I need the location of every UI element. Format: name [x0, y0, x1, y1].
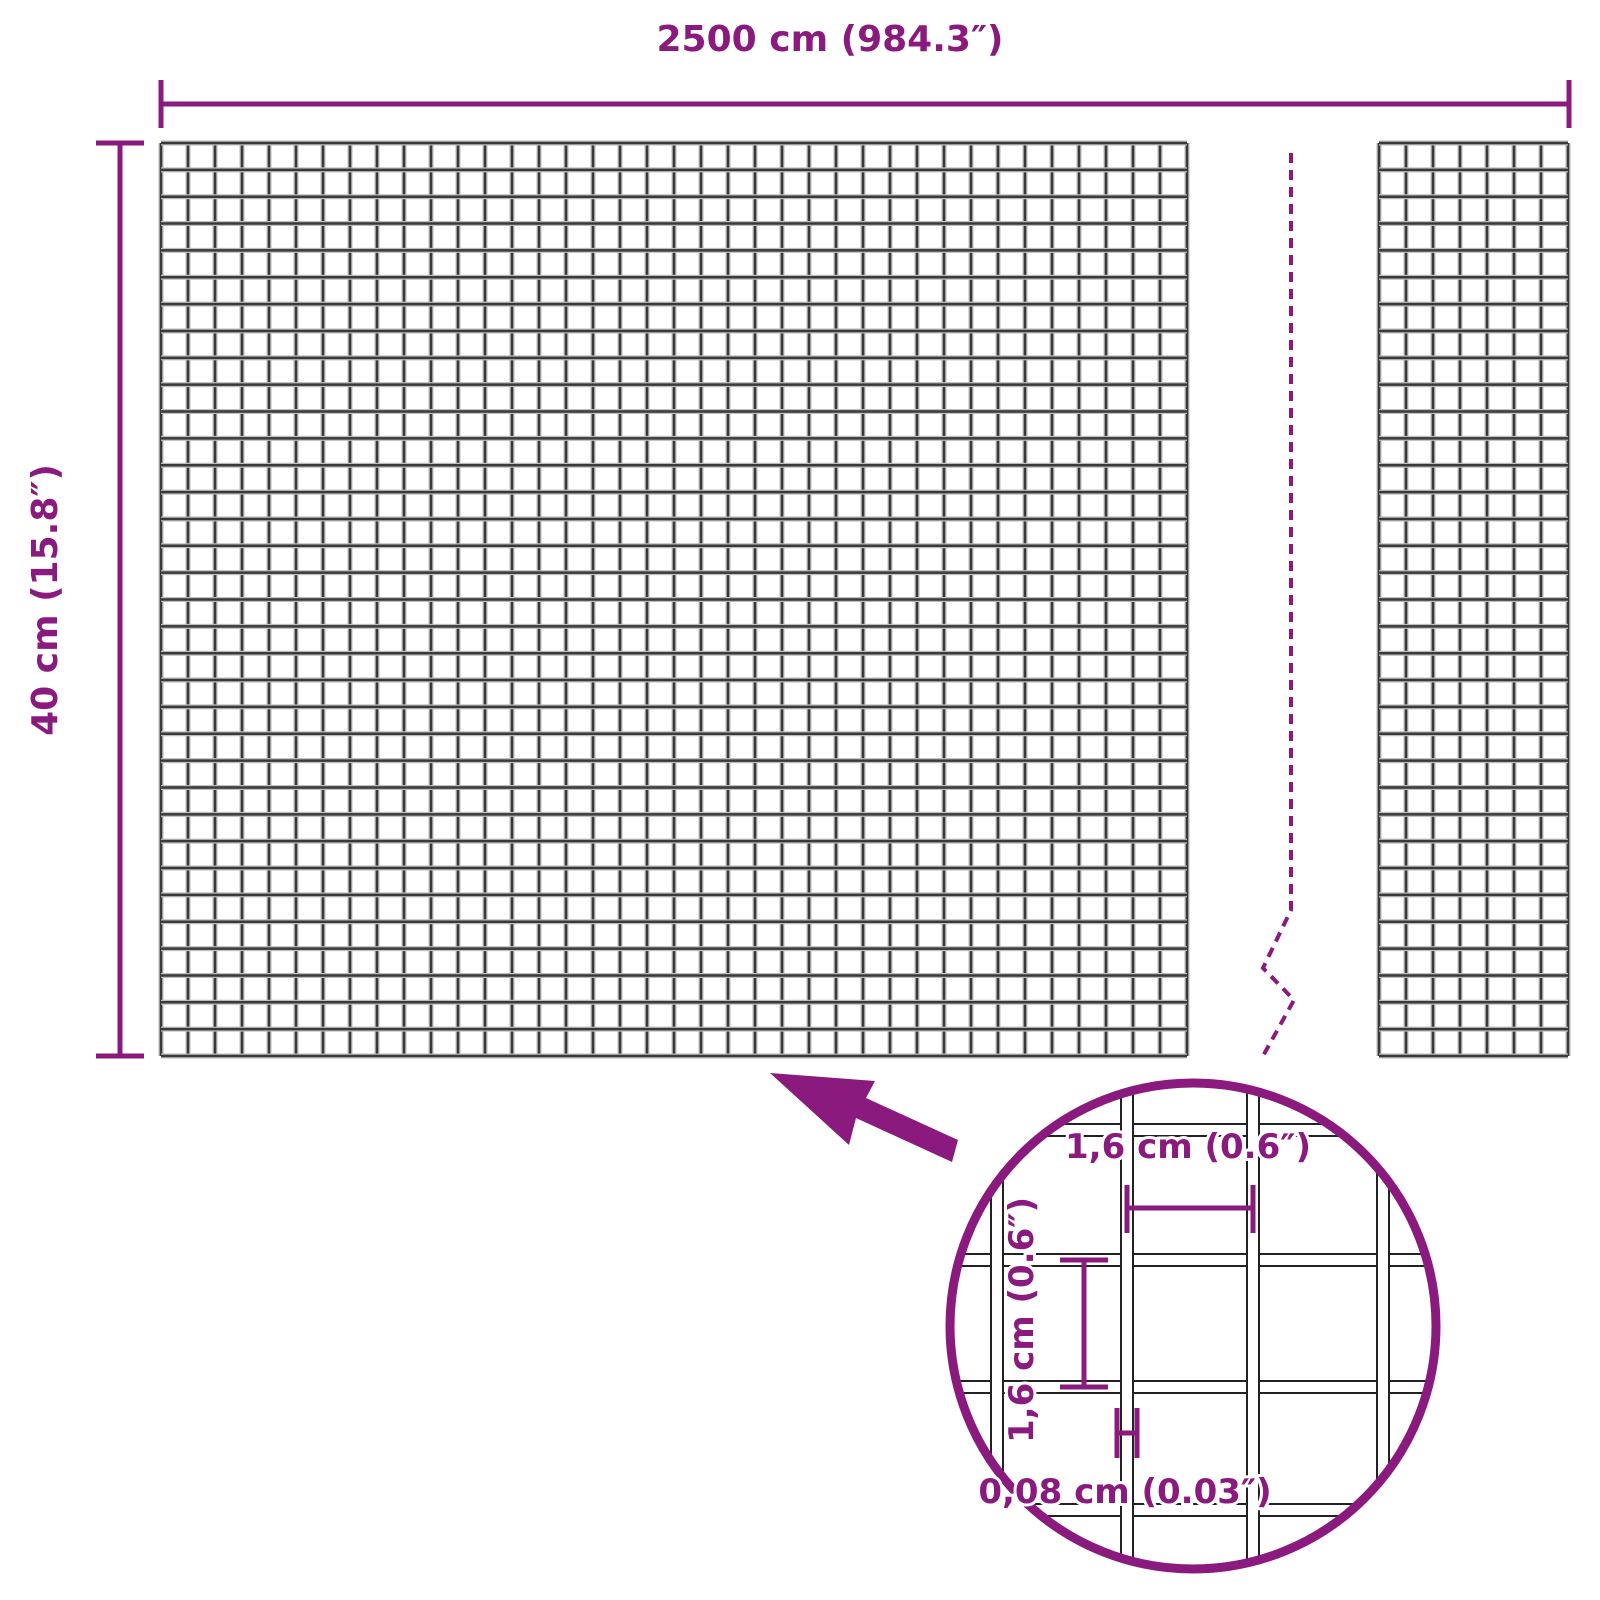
height-dimension-line [96, 140, 144, 1059]
zoom-wire [991, 1086, 1003, 1566]
detail-circle [945, 1078, 1441, 1574]
length-dimension-line [158, 80, 1572, 128]
mesh-panel-main [158, 140, 1190, 1059]
wire-thickness-label: 0,08 cm (0.03″) [978, 1472, 1271, 1512]
mesh-height-label: 1,6 cm (0.6″) [1002, 1197, 1042, 1443]
length-label: 2500 cm (984.3″) [657, 19, 1004, 60]
mesh-height-bracket [1060, 1257, 1108, 1390]
dashed-break-line [1260, 153, 1297, 1057]
mesh-panel-end [1376, 140, 1571, 1059]
mesh-width-bracket [1124, 1185, 1256, 1233]
mesh-width-label: 1,6 cm (0.6″) [1065, 1127, 1311, 1167]
height-label: 40 cm (15.8″) [25, 464, 66, 736]
zoom-wire [1377, 1086, 1389, 1566]
wire-thickness-marker [1114, 1408, 1140, 1458]
arrow-up-left-icon [770, 1073, 958, 1162]
